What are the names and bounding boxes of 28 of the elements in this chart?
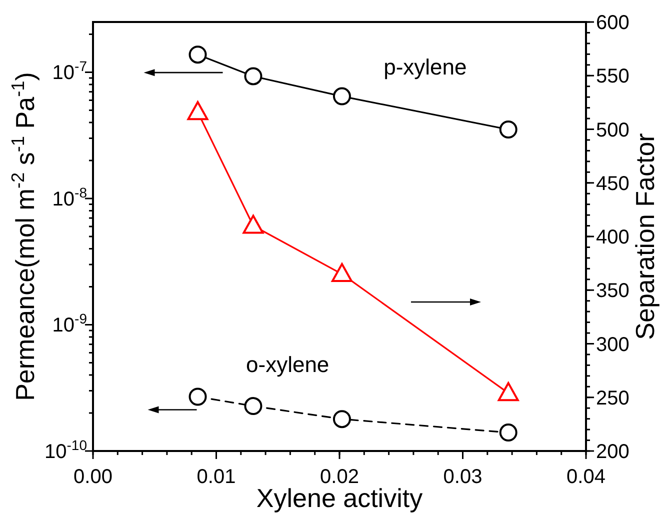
point xyxy=(244,397,262,416)
x-tick-label: 0.01 xyxy=(196,466,236,488)
series-label: o-xylene xyxy=(246,352,330,378)
y2-tick-label: 550 xyxy=(596,66,630,88)
x-tick-label: 0.03 xyxy=(443,466,482,488)
x-tick-label: 0.04 xyxy=(566,466,606,488)
series-label: p-xylene xyxy=(384,54,467,80)
point xyxy=(499,120,518,138)
y-tick-label: 10$^{-8}$ xyxy=(52,184,88,210)
x-tick-label: 0.00 xyxy=(74,466,112,488)
y2-tick-label: 500 xyxy=(596,119,630,142)
point xyxy=(499,424,518,442)
point xyxy=(332,87,351,106)
y-tick-label: 10$^{-9}$ xyxy=(52,310,88,337)
point xyxy=(332,410,351,428)
y2-tick-label: 350 xyxy=(596,280,630,302)
y2-tick-label: 300 xyxy=(596,334,630,356)
point xyxy=(188,46,207,64)
y2-tick-label: 450 xyxy=(596,172,630,195)
y2-tick-label: 200 xyxy=(596,441,630,463)
y-tick-label: 10$^{-7}$ xyxy=(52,58,88,84)
y2-tick-label: 400 xyxy=(596,226,630,248)
y2-axis-title: Separation Factor xyxy=(630,132,660,340)
y2-tick-label: 600 xyxy=(596,12,630,34)
point xyxy=(244,67,262,86)
y-tick-label: 10$^{-10}$ xyxy=(44,437,88,463)
y2-tick-label: 250 xyxy=(596,387,630,410)
point xyxy=(188,388,207,406)
